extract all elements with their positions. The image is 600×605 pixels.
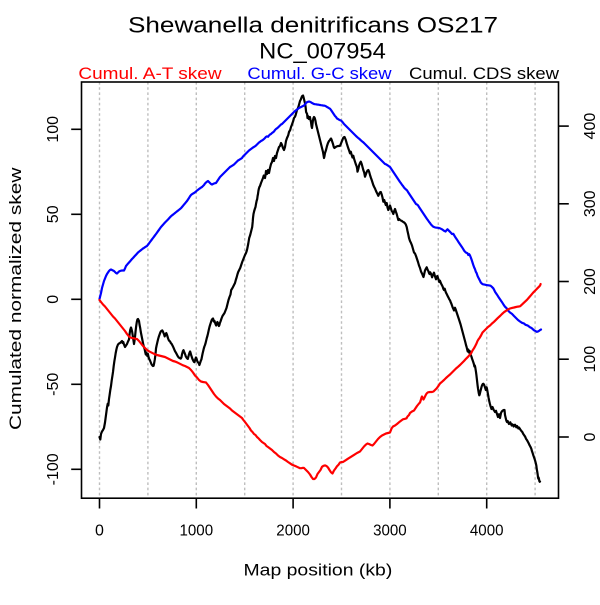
svg-text:300: 300 xyxy=(582,190,599,217)
svg-text:Shewanella denitrificans OS217: Shewanella denitrificans OS217 xyxy=(128,12,498,37)
svg-text:200: 200 xyxy=(582,268,599,295)
svg-text:0: 0 xyxy=(45,295,62,304)
svg-text:1000: 1000 xyxy=(180,523,214,540)
svg-text:100: 100 xyxy=(582,346,599,373)
svg-text:-100: -100 xyxy=(45,453,62,485)
svg-text:Cumul. A-T skew: Cumul. A-T skew xyxy=(78,64,222,83)
svg-text:NC_007954: NC_007954 xyxy=(259,39,386,64)
svg-text:Cumul. G-C skew: Cumul. G-C skew xyxy=(247,64,392,83)
svg-text:-50: -50 xyxy=(45,373,62,396)
svg-text:2000: 2000 xyxy=(276,523,310,540)
svg-text:Cumul. CDS skew: Cumul. CDS skew xyxy=(409,64,560,83)
svg-text:0: 0 xyxy=(95,523,104,540)
svg-text:3000: 3000 xyxy=(373,523,407,540)
svg-text:Cumulated normalized skew: Cumulated normalized skew xyxy=(6,167,25,430)
svg-text:100: 100 xyxy=(45,116,62,143)
svg-text:50: 50 xyxy=(45,205,62,223)
svg-text:0: 0 xyxy=(582,432,599,441)
svg-text:400: 400 xyxy=(582,113,599,140)
svg-text:Map position (kb): Map position (kb) xyxy=(244,560,393,579)
svg-text:4000: 4000 xyxy=(470,523,504,540)
